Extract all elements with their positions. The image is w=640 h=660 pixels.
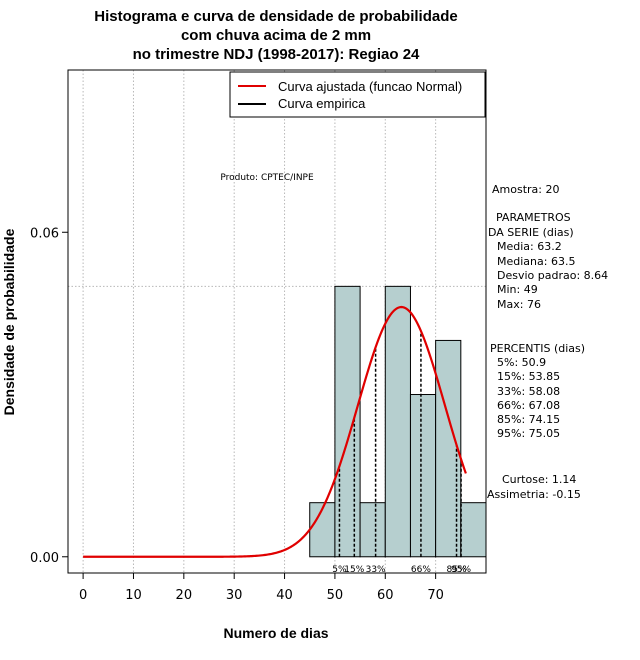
stat-p15: 15%: 53.85 <box>497 370 560 383</box>
stat-parametros-title-1: PARAMETROS <box>496 211 571 224</box>
x-tick-label: 40 <box>276 588 293 603</box>
stat-percentis-title: PERCENTIS (dias) <box>490 342 585 355</box>
percentile-label: 15% <box>344 565 364 575</box>
x-tick-label: 0 <box>79 588 87 603</box>
stats-panel: Amostra: 20 PARAMETROS DA SERIE (dias) M… <box>487 183 608 501</box>
stat-mediana: Mediana: 63.5 <box>497 255 575 268</box>
axes: 0 10 20 30 40 50 60 70 0.00 0.06 <box>30 226 444 603</box>
histogram-bar <box>384 285 411 558</box>
x-tick-label: 50 <box>327 588 344 603</box>
x-tick-label: 70 <box>427 588 444 603</box>
x-tick-label: 10 <box>125 588 142 603</box>
legend-label-empirical: Curva empirica <box>278 96 366 111</box>
histogram-bar <box>334 285 361 558</box>
normal-fit-curve <box>83 305 467 558</box>
stat-min: Min: 49 <box>497 283 538 296</box>
y-tick-label: 0.00 <box>30 551 59 566</box>
stat-desvio: Desvio padrao: 8.64 <box>497 269 608 282</box>
stat-parametros-title-2: DA SERIE (dias) <box>488 226 574 239</box>
histogram-bars <box>309 285 487 558</box>
stat-p95: 95%: 75.05 <box>497 427 560 440</box>
plot-frame <box>67 69 487 574</box>
percentile-label: 95% <box>451 565 471 575</box>
histogram-bar <box>359 502 386 558</box>
stat-max: Max: 76 <box>497 298 541 311</box>
percentile-label: 85% <box>447 565 467 575</box>
stat-media: Media: 63.2 <box>497 240 562 253</box>
stat-amostra: Amostra: 20 <box>492 183 559 196</box>
y-tick-label: 0.06 <box>30 226 59 241</box>
percentile-label: 66% <box>411 565 431 575</box>
chart-title-line-3: no trimestre NDJ (1998-2017): Regiao 24 <box>133 46 420 63</box>
stat-p85: 85%: 74.15 <box>497 413 560 426</box>
product-label: Produto: CPTEC/INPE <box>220 173 314 183</box>
x-tick-label: 60 <box>377 588 394 603</box>
stat-p66: 66%: 67.08 <box>497 399 560 412</box>
percentile-label: 33% <box>366 565 386 575</box>
legend-box <box>229 71 486 118</box>
histogram-bar <box>409 394 437 558</box>
x-tick-label: 20 <box>176 588 193 603</box>
histogram-bar <box>460 502 487 558</box>
normal-curve-layer <box>83 305 467 558</box>
legend: Curva ajustada (funcao Normal) Curva emp… <box>229 71 486 118</box>
chart-title-line-1: Histograma e curva de densidade de proba… <box>94 8 457 25</box>
percentile-label: 5% <box>332 565 347 575</box>
stat-assimetria: Assimetria: -0.15 <box>487 488 581 501</box>
y-axis-label: Densidade de probabilidade <box>1 228 17 415</box>
stat-p5: 5%: 50.9 <box>497 356 546 369</box>
legend-label-fitted: Curva ajustada (funcao Normal) <box>278 79 462 94</box>
stat-p33: 33%: 58.08 <box>497 385 560 398</box>
percentile-lines: 5%15% 33% 66% 85%95% <box>332 330 472 575</box>
chart-title-line-2: com chuva acima de 2 mm <box>181 27 371 44</box>
stat-curtose: Curtose: 1.14 <box>502 473 576 486</box>
x-tick-label: 30 <box>226 588 243 603</box>
x-axis-label: Numero de dias <box>223 625 328 641</box>
